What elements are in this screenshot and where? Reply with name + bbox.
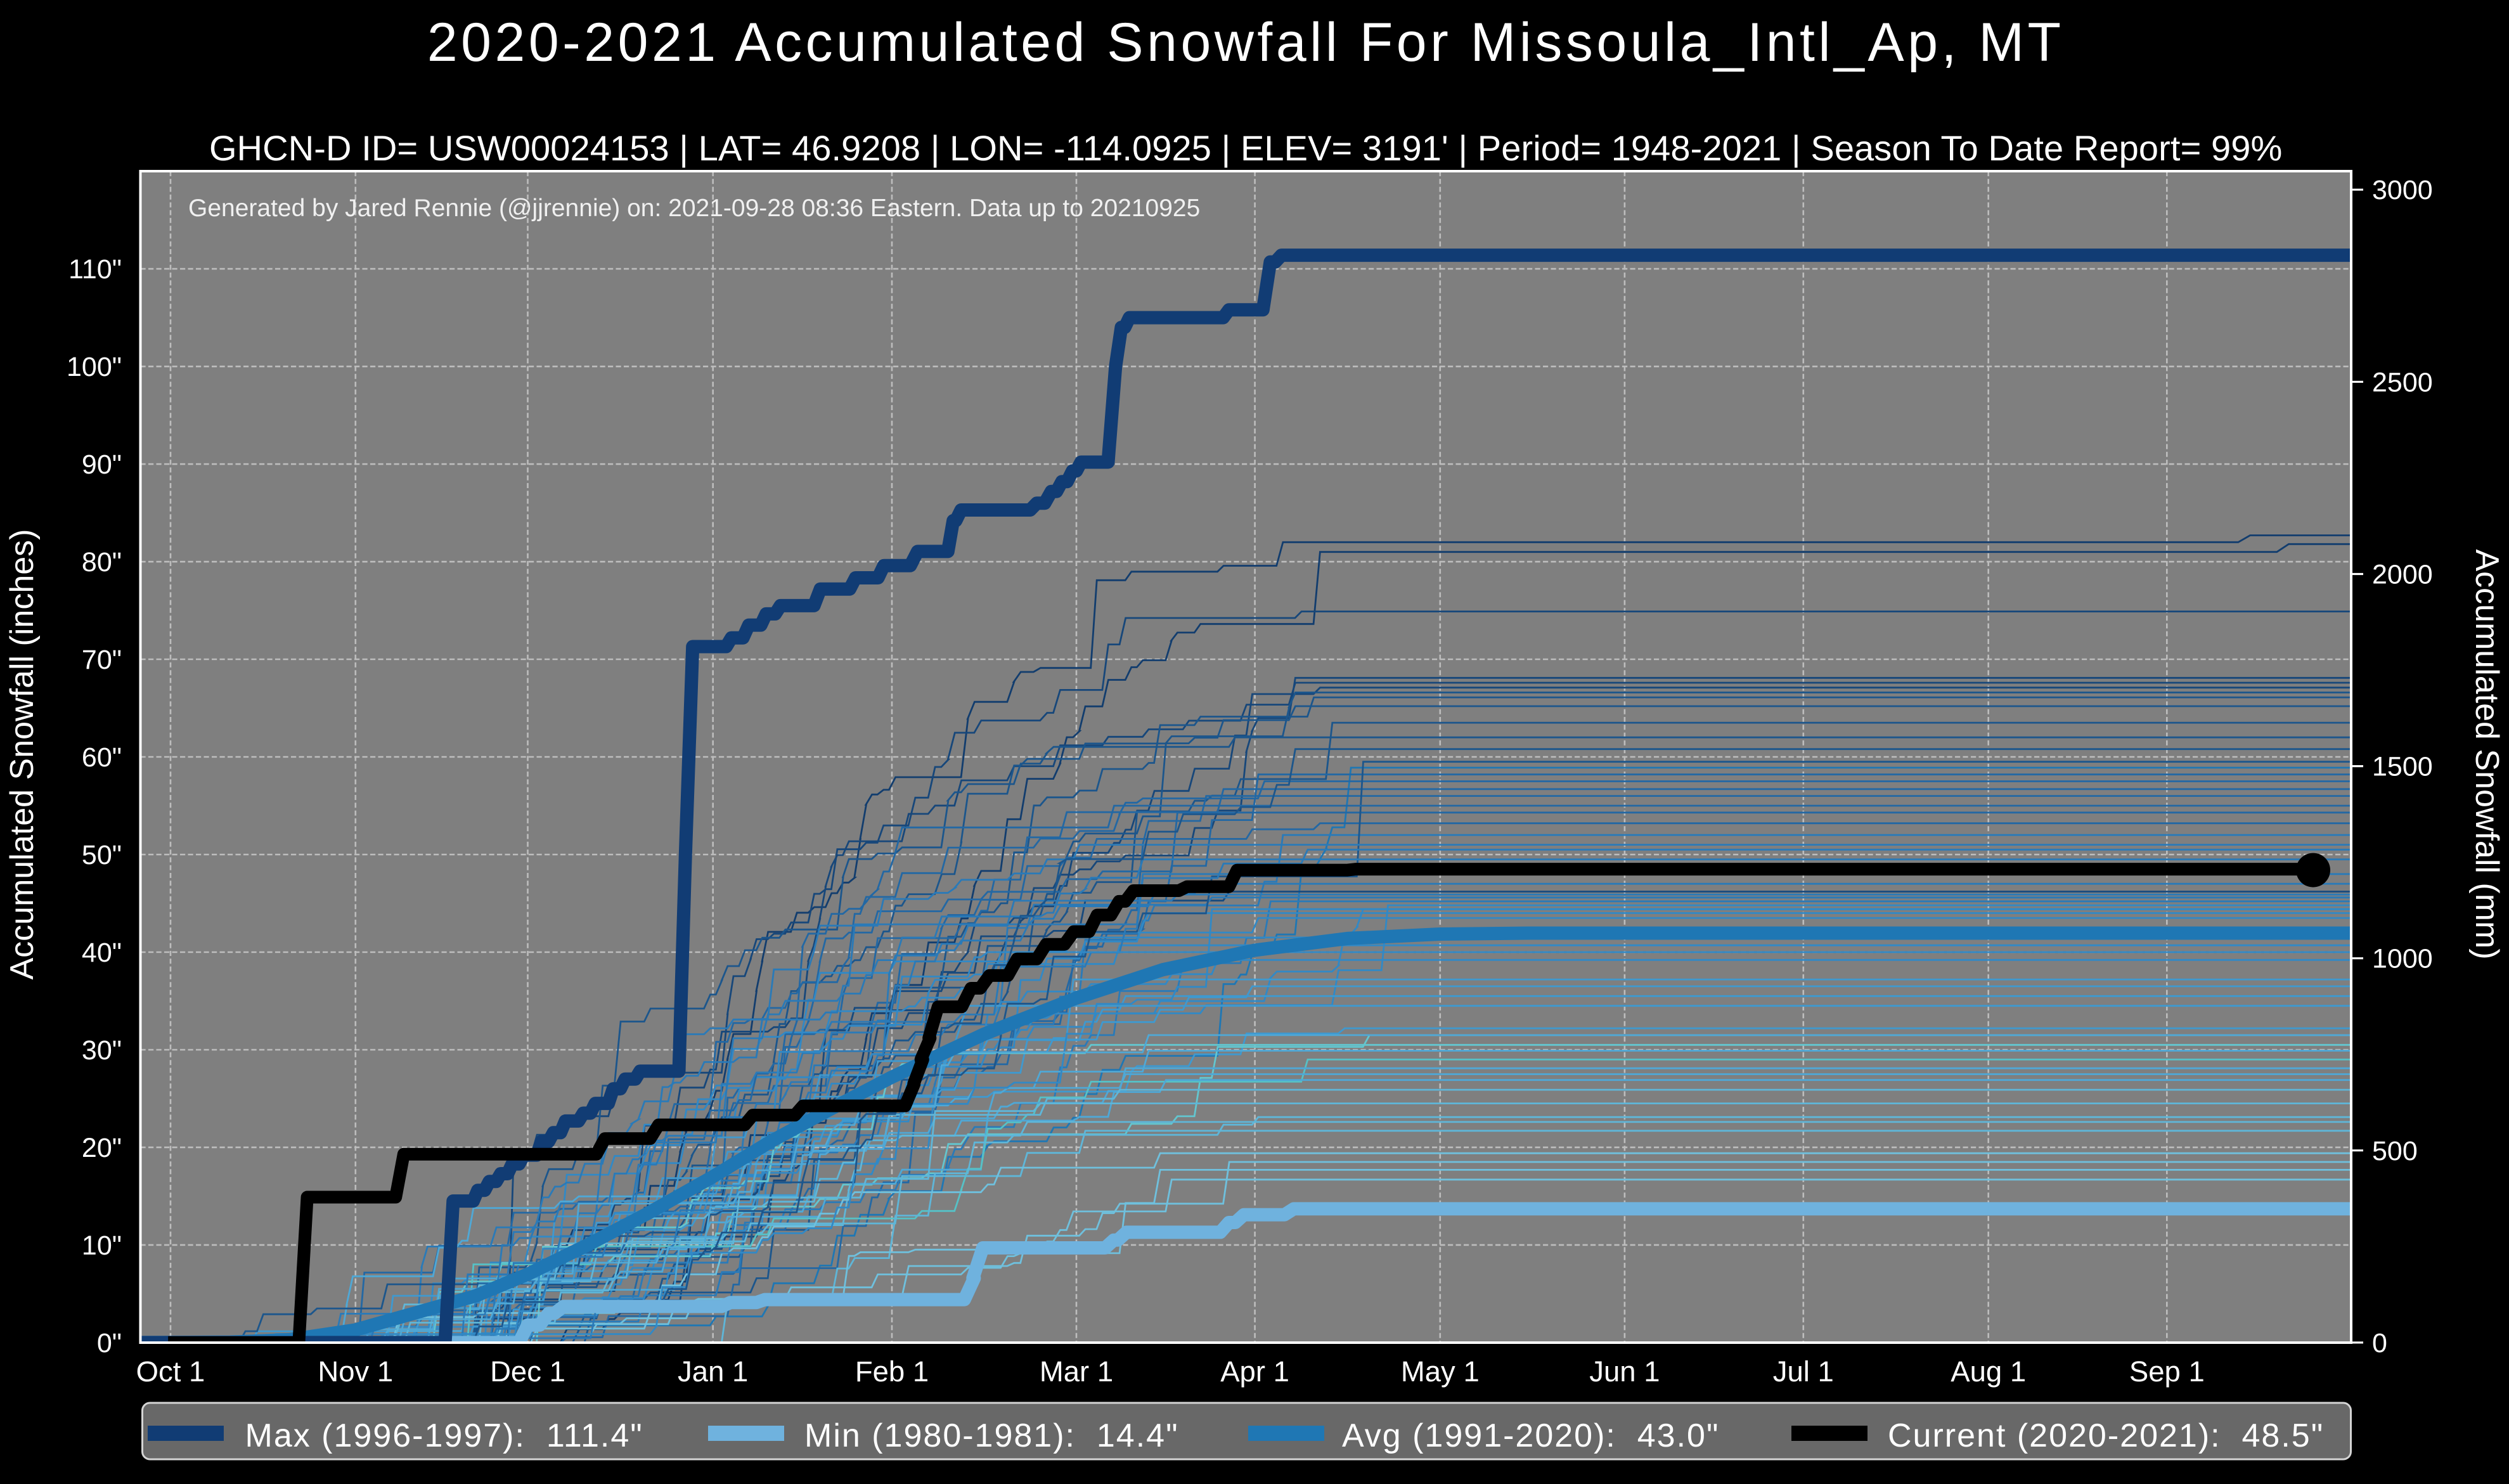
svg-text:Jan 1: Jan 1: [678, 1355, 748, 1388]
svg-text:May 1: May 1: [1401, 1355, 1480, 1388]
svg-text:30": 30": [82, 1035, 122, 1066]
svg-text:Dec 1: Dec 1: [490, 1355, 565, 1388]
svg-text:60": 60": [82, 742, 122, 773]
svg-text:Max (1996-1997): 111.4": Max (1996-1997): 111.4": [245, 1417, 643, 1454]
svg-text:Accumulated Snowfall (mm): Accumulated Snowfall (mm): [2468, 549, 2505, 959]
svg-text:0": 0": [97, 1328, 122, 1358]
svg-text:Oct 1: Oct 1: [136, 1355, 205, 1388]
svg-text:20": 20": [82, 1133, 122, 1163]
svg-text:2500: 2500: [2372, 367, 2433, 397]
svg-text:Nov 1: Nov 1: [318, 1355, 393, 1388]
svg-text:Jul 1: Jul 1: [1773, 1355, 1834, 1388]
svg-text:Feb 1: Feb 1: [855, 1355, 929, 1388]
svg-text:70": 70": [82, 645, 122, 675]
svg-text:50": 50": [82, 840, 122, 870]
svg-text:3000: 3000: [2372, 175, 2433, 205]
svg-text:10": 10": [82, 1230, 122, 1261]
svg-text:90": 90": [82, 449, 122, 480]
svg-text:1500: 1500: [2372, 752, 2433, 782]
svg-text:40": 40": [82, 938, 122, 968]
svg-text:Mar 1: Mar 1: [1040, 1355, 1113, 1388]
svg-text:2020-2021 Accumulated Snowfall: 2020-2021 Accumulated Snowfall For Misso…: [427, 12, 2065, 73]
svg-text:Generated by Jared Rennie (@jj: Generated by Jared Rennie (@jjrennie) on…: [188, 195, 1200, 222]
svg-text:500: 500: [2372, 1136, 2418, 1166]
svg-text:Min (1980-1981): 14.4": Min (1980-1981): 14.4": [804, 1417, 1179, 1454]
svg-text:Accumulated Snowfall (inches): Accumulated Snowfall (inches): [4, 529, 41, 980]
svg-text:Apr 1: Apr 1: [1220, 1355, 1289, 1388]
svg-text:Sep 1: Sep 1: [2129, 1355, 2205, 1388]
svg-text:1000: 1000: [2372, 944, 2433, 974]
svg-text:80": 80": [82, 547, 122, 577]
svg-text:Current (2020-2021): 48.5": Current (2020-2021): 48.5": [1888, 1417, 2324, 1454]
svg-text:2000: 2000: [2372, 560, 2433, 590]
svg-text:110": 110": [68, 254, 122, 285]
svg-text:Jun 1: Jun 1: [1589, 1355, 1660, 1388]
svg-text:0: 0: [2372, 1328, 2387, 1358]
svg-text:100": 100": [67, 352, 122, 382]
svg-text:Aug 1: Aug 1: [1951, 1355, 2026, 1388]
svg-text:Avg (1991-2020): 43.0": Avg (1991-2020): 43.0": [1342, 1417, 1719, 1454]
svg-text:GHCN-D ID= USW00024153 | LAT=: GHCN-D ID= USW00024153 | LAT= 46.9208 | …: [209, 128, 2282, 168]
